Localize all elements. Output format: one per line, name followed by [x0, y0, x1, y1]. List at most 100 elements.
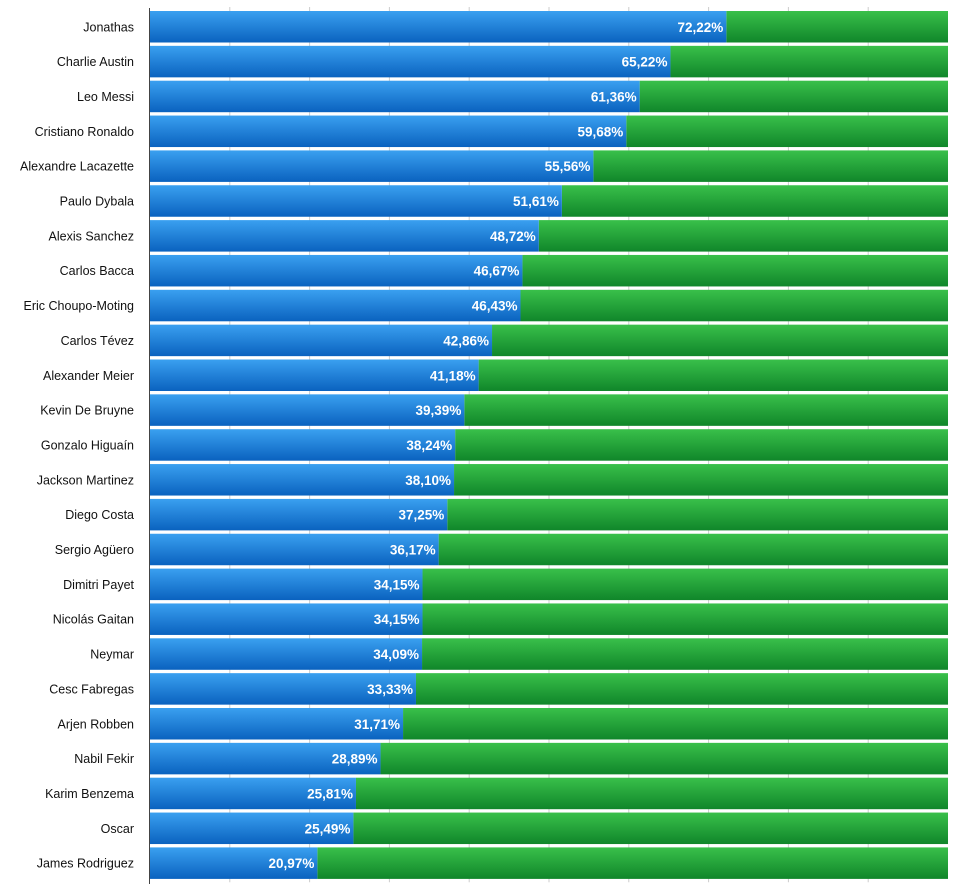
category-label: Carlos Tévez	[61, 334, 134, 348]
value-label: 25,81%	[307, 786, 353, 801]
bar-value-23	[150, 777, 356, 810]
bar-remainder-14	[454, 464, 948, 496]
bar-remainder-12	[464, 394, 948, 426]
value-label: 59,68%	[577, 124, 623, 139]
bar-remainder-20	[415, 673, 948, 705]
bar-value-4	[150, 115, 627, 148]
category-label: Leo Messi	[77, 90, 134, 104]
category-label: Jackson Martinez	[37, 473, 134, 487]
bar-remainder-11	[478, 359, 948, 391]
category-label: Alexis Sanchez	[49, 229, 134, 243]
bar-value-15	[150, 498, 448, 531]
value-label: 38,24%	[406, 438, 452, 453]
bar-value-16	[150, 533, 439, 566]
bar-value-14	[150, 464, 455, 496]
bar-value-21	[150, 708, 404, 740]
category-label: Cristiano Ronaldo	[35, 125, 134, 139]
bar-remainder-24	[353, 812, 949, 845]
bar-remainder-13	[455, 429, 948, 461]
category-label: Alexander Meier	[43, 369, 134, 383]
value-label: 36,17%	[390, 543, 436, 558]
bar-value-8	[150, 254, 523, 287]
bar-value-1	[150, 11, 727, 43]
value-label: 46,43%	[472, 299, 518, 314]
category-label: Arjen Robben	[58, 717, 134, 731]
bars	[150, 11, 949, 879]
value-label: 41,18%	[430, 368, 476, 383]
bar-value-11	[150, 359, 479, 391]
bar-remainder-15	[447, 498, 948, 531]
category-label: Cesc Fabregas	[49, 682, 134, 696]
category-label: Neymar	[90, 648, 134, 662]
bar-remainder-22	[380, 742, 948, 775]
bar-remainder-3	[639, 80, 948, 113]
bar-remainder-16	[438, 533, 948, 566]
category-label: Alexandre Lacazette	[20, 160, 134, 174]
value-label: 25,49%	[305, 821, 351, 836]
bar-value-24	[150, 812, 354, 845]
value-label: 38,10%	[405, 473, 451, 488]
value-label: 33,33%	[367, 682, 413, 697]
bar-value-19	[150, 638, 423, 670]
category-label: Oscar	[101, 822, 134, 836]
bar-value-5	[150, 150, 594, 182]
category-labels: Jonathas Charlie Austin Leo Messi Cristiano…	[20, 20, 134, 870]
value-label: 20,97%	[269, 856, 315, 871]
category-label: Carlos Bacca	[60, 264, 134, 278]
bar-remainder-4	[626, 115, 948, 148]
bar-value-12	[150, 394, 465, 426]
category-label: Sergio Agüero	[55, 543, 134, 557]
value-label: 34,15%	[374, 612, 420, 627]
value-label: 28,89%	[332, 752, 378, 767]
bar-remainder-2	[670, 45, 948, 78]
value-label: 31,71%	[354, 717, 400, 732]
bar-remainder-23	[355, 777, 948, 810]
value-label: 72,22%	[678, 20, 724, 35]
category-label: Diego Costa	[65, 508, 134, 522]
category-label: Paulo Dybala	[60, 195, 134, 209]
category-label: Karim Benzema	[45, 787, 134, 801]
bar-remainder-9	[520, 289, 948, 322]
value-label: 46,67%	[474, 264, 520, 279]
value-label: 61,36%	[591, 89, 637, 104]
bar-value-25	[150, 847, 318, 879]
bar-remainder-19	[422, 638, 948, 670]
bar-remainder-8	[522, 254, 948, 287]
value-label: 37,25%	[398, 508, 444, 523]
bar-value-22	[150, 742, 381, 775]
category-label: Gonzalo Higuaín	[41, 438, 134, 452]
value-label: 39,39%	[416, 403, 462, 418]
bar-value-9	[150, 289, 521, 322]
category-label: Nabil Fekir	[74, 752, 134, 766]
value-label: 34,15%	[374, 577, 420, 592]
bar-value-17	[150, 568, 423, 601]
category-label: Jonathas	[83, 20, 134, 34]
bar-remainder-18	[422, 603, 949, 635]
category-label: Charlie Austin	[57, 55, 134, 69]
bar-value-18	[150, 603, 423, 635]
bar-value-3	[150, 80, 640, 113]
value-label: 42,86%	[443, 333, 489, 348]
category-label: James Rodriguez	[37, 857, 134, 871]
category-label: Nicolás Gaitan	[53, 613, 134, 627]
bar-value-6	[150, 185, 562, 217]
bar-value-13	[150, 429, 456, 461]
value-label: 55,56%	[545, 159, 591, 174]
category-label: Kevin De Bruyne	[40, 404, 134, 418]
value-label: 51,61%	[513, 194, 559, 209]
bar-remainder-25	[317, 847, 949, 879]
bar-value-20	[150, 673, 416, 705]
value-label: 48,72%	[490, 229, 536, 244]
bar-remainder-10	[492, 324, 948, 357]
bar-remainder-7	[538, 220, 948, 252]
bar-remainder-21	[403, 708, 949, 740]
bar-remainder-1	[726, 11, 948, 43]
category-label: Dimitri Payet	[63, 578, 134, 592]
bar-value-7	[150, 220, 539, 252]
value-label: 65,22%	[622, 55, 668, 70]
bar-remainder-6	[561, 185, 948, 217]
value-labels: 72,22% 65,22% 61,36% 59,68% 55,56% 51,61% 48,7…	[269, 20, 724, 871]
category-label: Eric Choupo-Moting	[24, 299, 135, 313]
